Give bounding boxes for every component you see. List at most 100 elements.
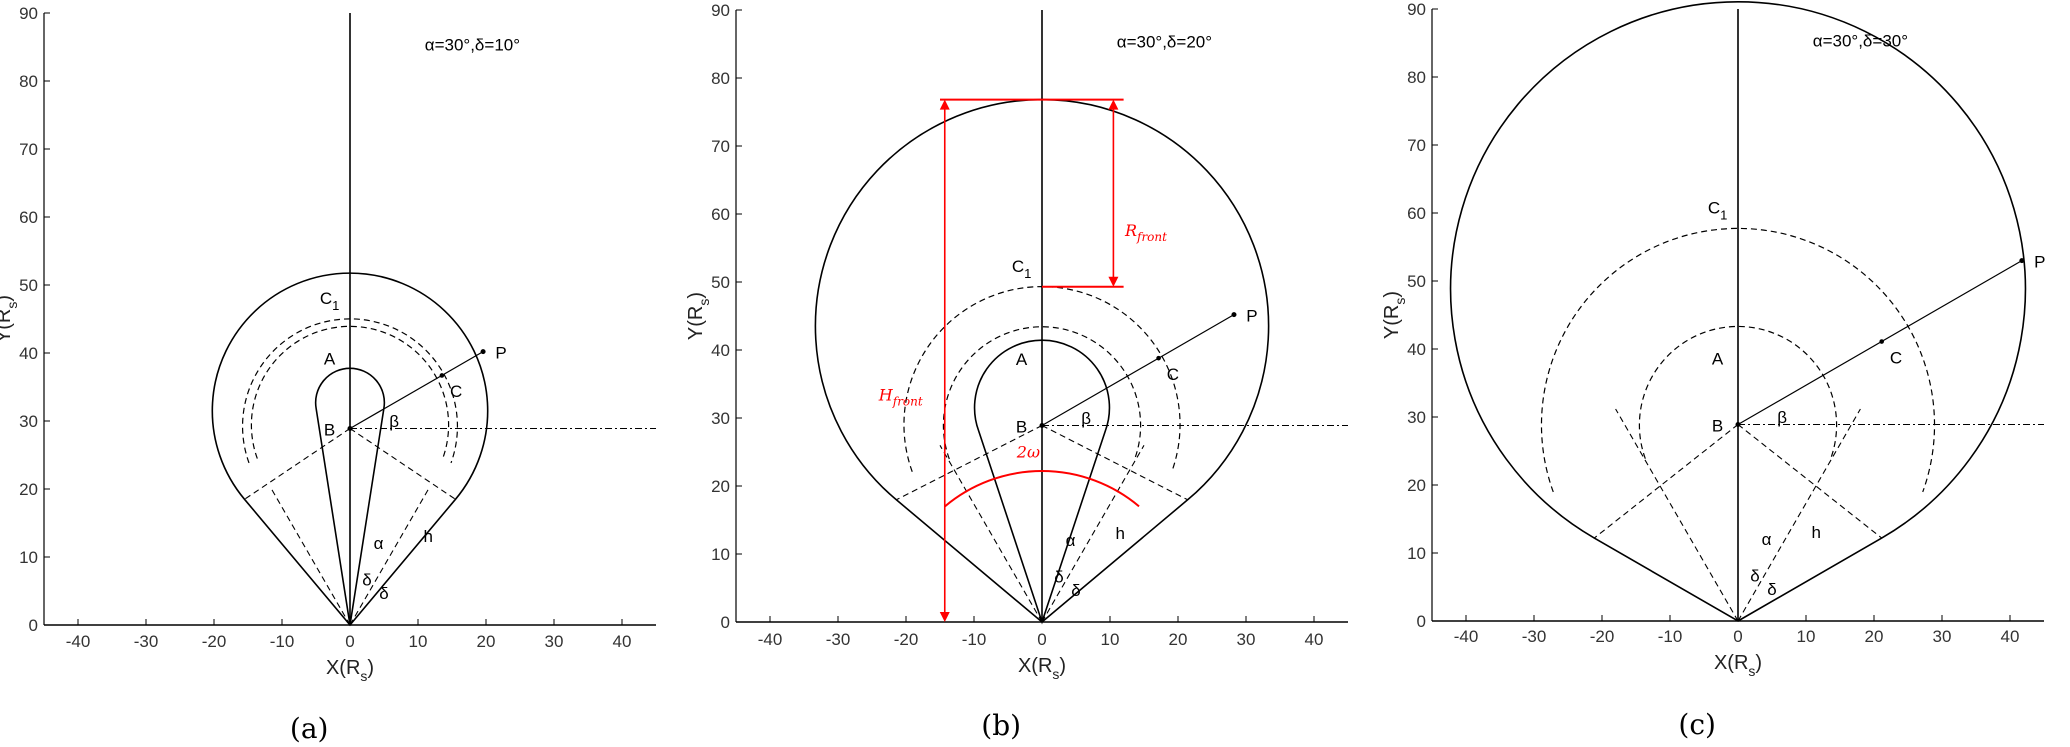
outer-envelope-curve	[211, 272, 489, 627]
x-tick-label: 30	[1237, 630, 1256, 649]
x-tick-label: 10	[1797, 627, 1816, 646]
dashed-radius-line	[1593, 424, 1739, 539]
label-h: h	[1115, 524, 1124, 543]
y-tick-label: 50	[19, 276, 38, 295]
dashed-radius-line	[1737, 424, 1883, 539]
dashed-radius-line	[1041, 424, 1188, 501]
subfigure-caption: (b)	[981, 709, 1021, 742]
point-c-marker	[439, 373, 445, 378]
label-a: A	[324, 350, 336, 369]
label-delta-2: δ	[1071, 581, 1080, 600]
y-tick-label: 10	[711, 545, 730, 564]
label-a: A	[1016, 350, 1028, 369]
y-tick-label: 90	[1407, 0, 1426, 19]
x-tick-label: -30	[1522, 627, 1547, 646]
dashed-circle-a	[250, 325, 450, 459]
y-axis-label: Y(Rs)	[1381, 291, 1408, 339]
label-delta-2: δ	[1767, 580, 1776, 599]
dashed-circle-a	[942, 326, 1142, 460]
x-tick-label: 30	[545, 632, 564, 651]
outer-envelope-curve	[1449, 1, 2027, 622]
label-delta-1: δ	[1750, 567, 1759, 586]
x-tick-label: 40	[613, 632, 632, 651]
dashed-cone-edge	[1737, 408, 1861, 622]
subfigure-caption: (c)	[1678, 708, 1716, 741]
point-b-marker	[1039, 422, 1045, 428]
dashed-cone-edge	[271, 489, 351, 626]
panel-b: 0 10 20 30 40 50 60 70 80 90 -40 -30 -20 -10 0 10 20 30 40…	[685, 1, 1348, 742]
label-beta: β	[389, 412, 399, 431]
dashed-cone-edge	[1615, 408, 1739, 622]
y-tick-label: 0	[721, 613, 730, 632]
y-tick-label: 30	[1407, 408, 1426, 427]
y-tick-label: 60	[1407, 204, 1426, 223]
parameter-annotation: α=30°,δ=20°	[1117, 32, 1212, 51]
y-tick-label: 70	[1407, 136, 1426, 155]
label-alpha: α	[374, 534, 384, 553]
label-beta: β	[1777, 408, 1787, 427]
dashed-radius-line	[896, 424, 1043, 501]
radius-b-to-p	[1041, 314, 1235, 426]
y-axis-label: Y(Rs)	[685, 292, 712, 340]
x-tick-label: -20	[1590, 627, 1615, 646]
x-tick-label: -20	[894, 630, 919, 649]
x-axis-label: X(Rs)	[1018, 655, 1066, 682]
x-tick-label: 20	[1169, 630, 1188, 649]
x-tick-label: -40	[66, 632, 91, 651]
label-r-front: Rfront	[1124, 221, 1167, 244]
x-tick-label: 30	[1933, 627, 1952, 646]
x-tick-label: -30	[134, 632, 159, 651]
y-tick-label: 10	[1407, 544, 1426, 563]
point-c-marker	[1879, 339, 1884, 344]
label-delta-1: δ	[1054, 568, 1063, 587]
label-c: C	[450, 382, 462, 401]
y-tick-label: 30	[711, 409, 730, 428]
dashed-circle-c1	[1540, 227, 1936, 493]
label-c1: C1	[320, 289, 340, 313]
x-tick-label: 20	[477, 632, 496, 651]
y-tick-label: 50	[711, 273, 730, 292]
label-c: C	[1890, 348, 1902, 367]
y-tick-label: 20	[711, 477, 730, 496]
label-alpha: α	[1762, 530, 1772, 549]
x-tick-label: -40	[758, 630, 783, 649]
label-h: h	[1811, 523, 1820, 542]
radius-b-to-p	[349, 351, 484, 429]
panel-a: 0 10 20 30 40 50 60 70 80 90 -40 -30 -20 -10 0 10 20 30 40…	[0, 4, 656, 745]
y-tick-label: 40	[711, 341, 730, 360]
y-tick-label: 0	[29, 616, 38, 635]
label-h: h	[423, 527, 432, 546]
panel-c: 0 10 20 30 40 50 60 70 80 90 -40 -30 -20 -10 0 10 20 30 40…	[1381, 0, 2045, 741]
dashed-radius-line	[244, 428, 351, 500]
label-c1: C1	[1012, 257, 1032, 281]
point-p-marker	[2019, 258, 2025, 264]
label-h-front: Hfront	[878, 385, 923, 408]
x-tick-label: 10	[409, 632, 428, 651]
label-c: C	[1167, 365, 1179, 384]
parameter-annotation: α=30°,δ=10°	[425, 35, 520, 54]
dashed-cone-edge	[939, 445, 1043, 623]
inner-teardrop-curve	[973, 339, 1111, 625]
x-tick-label: 0	[1733, 627, 1742, 646]
x-axis-label: X(Rs)	[326, 657, 374, 684]
point-p-marker	[1231, 312, 1237, 318]
point-b-marker	[347, 425, 353, 431]
x-tick-label: 20	[1865, 627, 1884, 646]
inner-teardrop-curve	[314, 367, 386, 626]
y-tick-label: 10	[19, 548, 38, 567]
x-tick-label: 40	[1305, 630, 1324, 649]
x-tick-label: -30	[826, 630, 851, 649]
label-delta-1: δ	[362, 571, 371, 590]
y-tick-label: 0	[1417, 612, 1426, 631]
x-tick-label: 0	[1037, 630, 1046, 649]
label-alpha: α	[1066, 531, 1076, 550]
y-tick-label: 40	[19, 344, 38, 363]
y-tick-label: 90	[19, 4, 38, 23]
y-axis-label: Y(Rs)	[0, 295, 20, 343]
label-b: B	[324, 420, 335, 439]
x-tick-label: 0	[345, 632, 354, 651]
y-tick-label: 90	[711, 1, 730, 20]
x-tick-label: 10	[1101, 630, 1120, 649]
y-tick-label: 60	[19, 208, 38, 227]
